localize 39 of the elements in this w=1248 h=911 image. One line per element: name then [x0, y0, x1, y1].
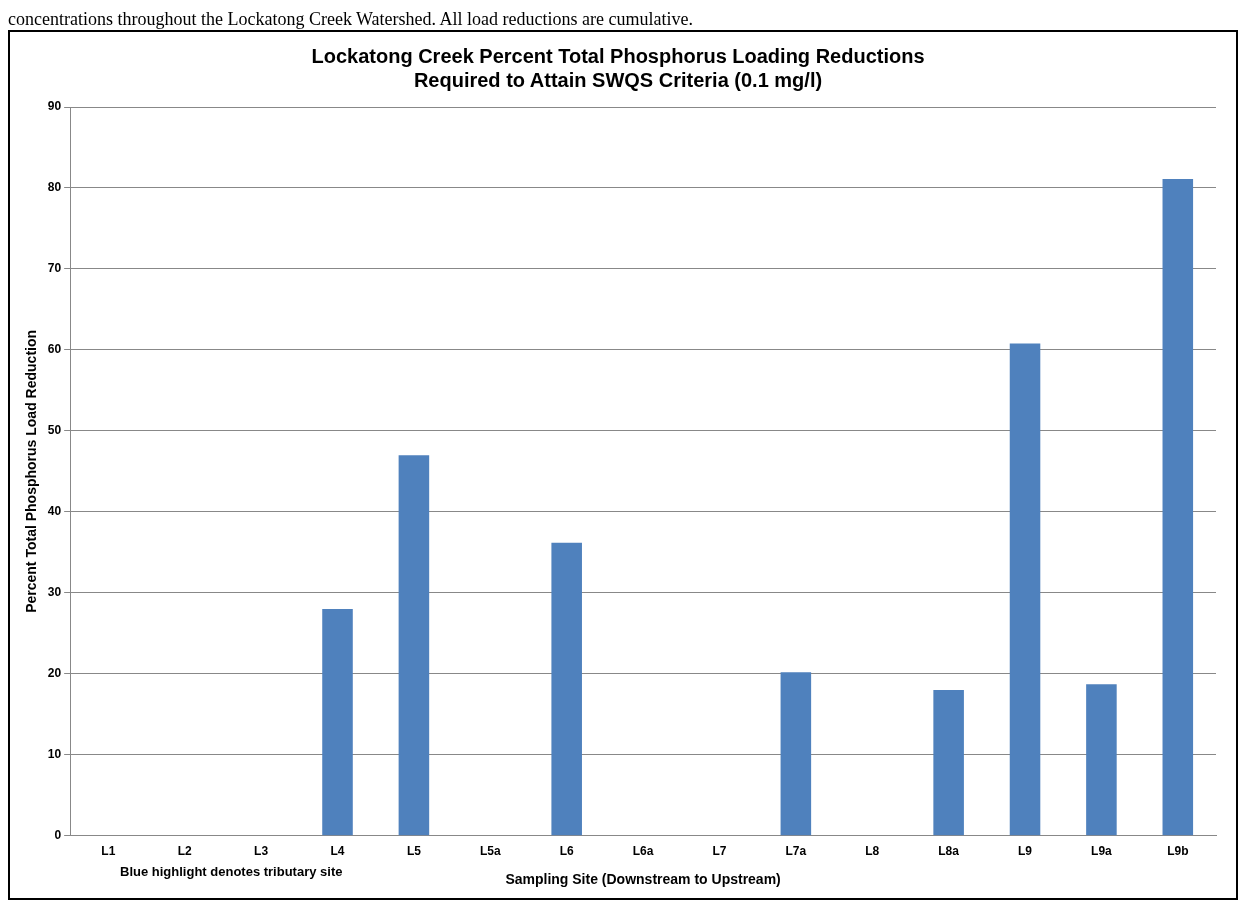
y-tick-label: 10 [47, 747, 62, 762]
x-tick-label: L6a [632, 844, 654, 859]
x-tick-label: L9a [1091, 844, 1113, 859]
y-tick-label: 90 [47, 99, 62, 114]
y-tick-label: 20 [47, 666, 62, 681]
bar [398, 455, 430, 836]
y-axis-title: Percent Total Phosphorus Load Reduction [23, 329, 40, 613]
x-tick-label: L2 [177, 844, 193, 859]
bar [322, 609, 353, 836]
bar [1086, 684, 1117, 836]
x-tick-label: L4 [330, 844, 345, 859]
y-tick-label: 40 [47, 504, 62, 519]
y-tick-label: 50 [47, 423, 62, 438]
text: Blue highlight denotes tributary site [120, 863, 343, 879]
text: Lockatong Creek Percent Total Phosphorus Loading Reductions [311, 44, 925, 67]
bar [1009, 343, 1041, 836]
x-tick-label: L8a [938, 844, 960, 859]
y-tick-label: 60 [47, 342, 62, 357]
text: Required to Attain SWQS Criteria (0.1 mg/l) [413, 68, 823, 91]
x-tick-label: L9b [1167, 844, 1189, 859]
bar [933, 690, 964, 836]
bar [780, 672, 812, 836]
bar [1162, 179, 1194, 836]
y-tick-label: 0 [54, 828, 62, 843]
x-tick-label: L5a [479, 844, 501, 859]
x-tick-label: L3 [254, 844, 269, 859]
x-tick-label: L9 [1018, 844, 1033, 859]
x-tick-label: L8 [865, 844, 880, 859]
x-tick-label: L5 [406, 844, 422, 859]
x-tick-label: L1 [101, 844, 116, 859]
bar [551, 542, 582, 836]
y-tick-label: 80 [47, 180, 62, 195]
x-axis-title: Sampling Site (Downstream to Upstream) [505, 871, 781, 888]
x-tick-label: L6 [559, 844, 575, 859]
x-tick-label: L7a [785, 844, 807, 859]
y-tick-label: 30 [47, 585, 62, 600]
y-tick-label: 70 [47, 261, 62, 276]
x-tick-label: L7 [712, 844, 727, 859]
text: concentrations throughout the Lockatong Creek Watershed. All load reductions are cumulative. [8, 8, 694, 30]
